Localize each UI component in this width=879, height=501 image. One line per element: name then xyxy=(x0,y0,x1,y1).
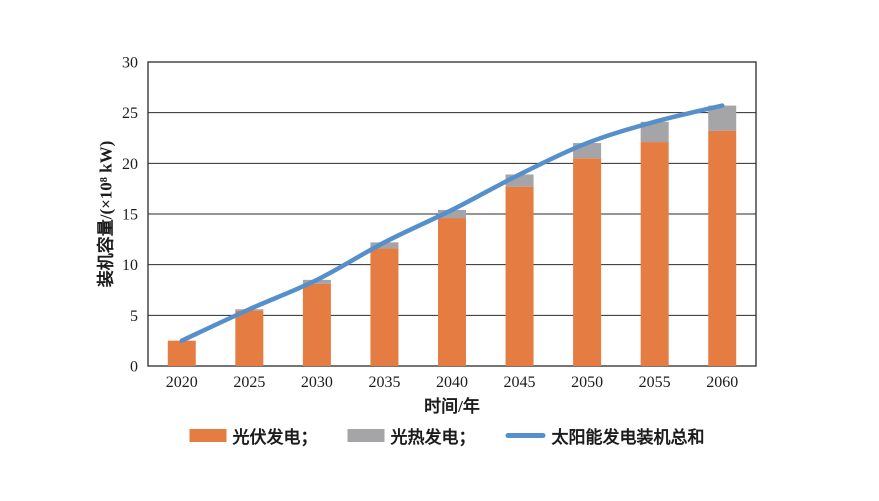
x-tick-label: 2025 xyxy=(233,374,265,391)
y-tick-label: 15 xyxy=(122,207,138,224)
x-tick-label: 2020 xyxy=(166,374,198,391)
bar-pv-2020 xyxy=(167,340,196,366)
x-axis-title: 时间/年 xyxy=(424,397,480,416)
bar-pv-2050 xyxy=(573,158,602,366)
bar-csp-2035 xyxy=(370,242,399,249)
x-tick-label: 2045 xyxy=(504,374,536,391)
csp-color-swatch-icon xyxy=(347,429,385,442)
bar-pv-2040 xyxy=(438,218,466,366)
y-tick-label: 30 xyxy=(122,55,138,72)
pv-color-swatch-icon xyxy=(189,429,227,442)
x-tick-label: 2060 xyxy=(706,374,738,391)
legend-label-csp: 光热发电； xyxy=(390,428,476,447)
chart-legend: 光伏发电； 光热发电； 太阳能发电装机总和 xyxy=(189,423,705,448)
y-axis-title: 装机容量/(×10⁸ kW) xyxy=(96,140,116,288)
y-tick-label: 20 xyxy=(122,156,138,173)
bar-pv-2030 xyxy=(302,283,331,366)
x-tick-label: 2050 xyxy=(571,374,603,391)
total-capacity-line xyxy=(179,103,725,343)
bar-pv-2045 xyxy=(505,186,534,366)
bar-pv-2025 xyxy=(235,310,264,366)
bar-pv-2055 xyxy=(640,142,669,366)
x-tick-label: 2035 xyxy=(368,374,400,391)
y-tick-label: 25 xyxy=(122,105,138,122)
y-tick-label: 10 xyxy=(122,257,138,274)
legend-item-total: 太阳能发电装机总和 xyxy=(505,423,705,448)
legend-item-csp: 光热发电； xyxy=(347,423,476,448)
legend-label-total: 太阳能发电装机总和 xyxy=(551,428,705,447)
total-line-swatch-icon xyxy=(505,433,546,438)
legend-item-pv: 光伏发电； xyxy=(189,423,318,448)
y-tick-label: 0 xyxy=(130,359,138,376)
bar-csp-2055 xyxy=(640,121,669,143)
x-tick-label: 2040 xyxy=(436,374,468,391)
x-tick-label: 2055 xyxy=(639,374,671,391)
y-tick-label: 5 xyxy=(130,308,138,325)
legend-label-pv: 光伏发电； xyxy=(232,428,318,447)
x-tick-label: 2030 xyxy=(301,374,333,391)
bar-pv-2035 xyxy=(370,248,399,366)
bar-pv-2060 xyxy=(708,130,737,366)
bar-csp-2040 xyxy=(438,209,466,219)
